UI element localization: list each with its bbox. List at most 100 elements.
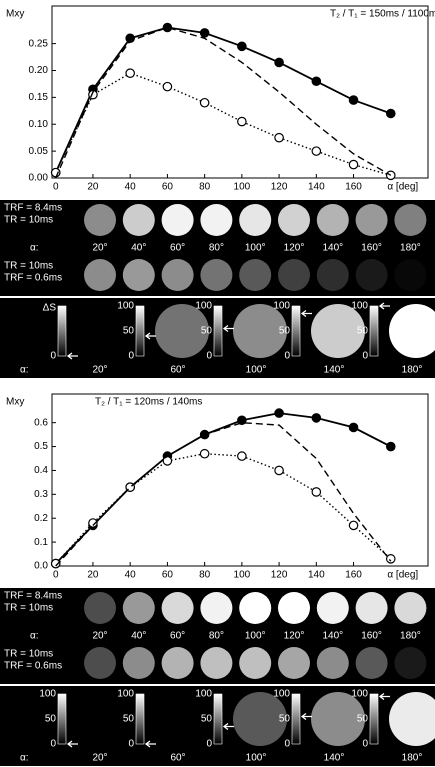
- ramp-tick-label: 0: [128, 351, 134, 362]
- ramp-tick-label: 100: [351, 689, 368, 700]
- series-line: [56, 413, 391, 563]
- data-point: [238, 117, 246, 125]
- y-tick-label: 0.15: [29, 92, 49, 103]
- phantom-image: [278, 259, 310, 291]
- y-tick-label: 0.5: [34, 441, 48, 452]
- phantom-image: [123, 592, 155, 624]
- ramp-angle-label: 100°: [246, 365, 267, 376]
- data-point: [126, 69, 134, 77]
- color-ramp: [370, 694, 378, 744]
- ramp-tick-label: 100: [117, 301, 134, 312]
- phantom-image: [278, 647, 310, 679]
- ramp-tick-label: 0: [206, 739, 212, 750]
- angle-prefix: α:: [30, 631, 39, 642]
- ramp-angle-label: 60°: [170, 365, 185, 376]
- row-label: TR = 10ms: [4, 215, 53, 226]
- row-label: TRF = 0.6ms: [4, 273, 62, 284]
- phantom-image: [239, 592, 271, 624]
- phantom-image: [394, 592, 426, 624]
- annotation: T₂ / T₁ = 120ms / 140ms: [95, 397, 202, 408]
- angle-label: 80°: [209, 243, 224, 254]
- data-point: [349, 160, 357, 168]
- angle-label: 120°: [284, 243, 305, 254]
- x-tick-label: 100: [234, 182, 251, 193]
- data-point: [238, 42, 246, 50]
- phantom-image: [162, 592, 194, 624]
- ramp-tick-label: 100: [195, 301, 212, 312]
- angle-label: 140°: [322, 631, 343, 642]
- row-label: TR = 10ms: [4, 261, 53, 272]
- data-point: [387, 109, 395, 117]
- ramp-tick-label: 100: [39, 689, 56, 700]
- phantom-image: [278, 592, 310, 624]
- angle-prefix: α:: [20, 365, 29, 376]
- y-axis-label: Mxy: [6, 397, 24, 408]
- x-tick-label: 120: [271, 182, 288, 193]
- phantom-image: [239, 204, 271, 236]
- color-ramp: [136, 694, 144, 744]
- color-ramp: [214, 694, 222, 744]
- angle-label: 40°: [131, 243, 146, 254]
- data-point: [349, 521, 357, 529]
- ramp-tick-label: 0: [362, 351, 368, 362]
- y-axis-label: Mxy: [6, 9, 24, 20]
- ramp-tick-label: 50: [123, 714, 135, 725]
- data-point: [275, 133, 283, 141]
- figure: 0.000.050.100.150.200.250204060801001201…: [0, 0, 435, 767]
- phantom-image: [84, 647, 116, 679]
- x-axis-label: α [deg]: [387, 570, 418, 581]
- series-line: [56, 454, 391, 564]
- angle-label: 120°: [284, 631, 305, 642]
- row-label: TR = 10ms: [4, 649, 53, 660]
- x-tick-label: 60: [162, 182, 174, 193]
- angle-label: 160°: [361, 631, 382, 642]
- ramp-angle-label: 20°: [92, 365, 107, 376]
- annotation: T₂ / T₁ = 150ms / 1100ms: [330, 9, 435, 20]
- x-tick-label: 140: [308, 570, 325, 581]
- series-line: [56, 423, 391, 566]
- ramp-tick-label: 50: [357, 714, 369, 725]
- phantom-image: [123, 259, 155, 291]
- phantom-image: [200, 647, 232, 679]
- ramp-tick-label: 0: [50, 739, 56, 750]
- x-tick-label: 20: [87, 182, 99, 193]
- angle-label: 160°: [361, 243, 382, 254]
- data-point: [275, 409, 283, 417]
- phantom-image: [200, 259, 232, 291]
- ramp-tick-label: 50: [123, 326, 135, 337]
- phantom-image: [356, 204, 388, 236]
- y-tick-label: 0.20: [29, 65, 49, 76]
- series-line: [56, 73, 391, 175]
- phantom-image: [317, 259, 349, 291]
- series-line: [56, 28, 391, 179]
- data-point: [312, 147, 320, 155]
- phantom-image: [162, 259, 194, 291]
- data-point: [349, 423, 357, 431]
- data-point: [275, 466, 283, 474]
- phantom-image: [356, 259, 388, 291]
- y-tick-label: 0.1: [34, 537, 48, 548]
- ramp-angle-label: 100°: [246, 753, 267, 764]
- x-axis-label: α [deg]: [387, 182, 418, 193]
- row-label: TRF = 8.4ms: [4, 591, 62, 602]
- ramp-tick-label: 0: [284, 351, 290, 362]
- data-point: [275, 58, 283, 66]
- plot-frame: [52, 6, 428, 178]
- phantom-image: [356, 592, 388, 624]
- ramp-tick-label: 50: [201, 714, 213, 725]
- series-line: [56, 28, 391, 173]
- phantom-image: [200, 592, 232, 624]
- angle-prefix: α:: [30, 243, 39, 254]
- ramp-tick-label: 100: [351, 301, 368, 312]
- phantom-image: [123, 647, 155, 679]
- data-point: [312, 414, 320, 422]
- data-point: [387, 555, 395, 563]
- data-point: [349, 96, 357, 104]
- angle-label: 100°: [245, 243, 266, 254]
- ramp-angle-label: 180°: [402, 365, 423, 376]
- data-point: [312, 77, 320, 85]
- data-point: [200, 29, 208, 37]
- phantom-image: [394, 259, 426, 291]
- y-tick-label: 0.05: [29, 146, 49, 157]
- phantom-image: [278, 204, 310, 236]
